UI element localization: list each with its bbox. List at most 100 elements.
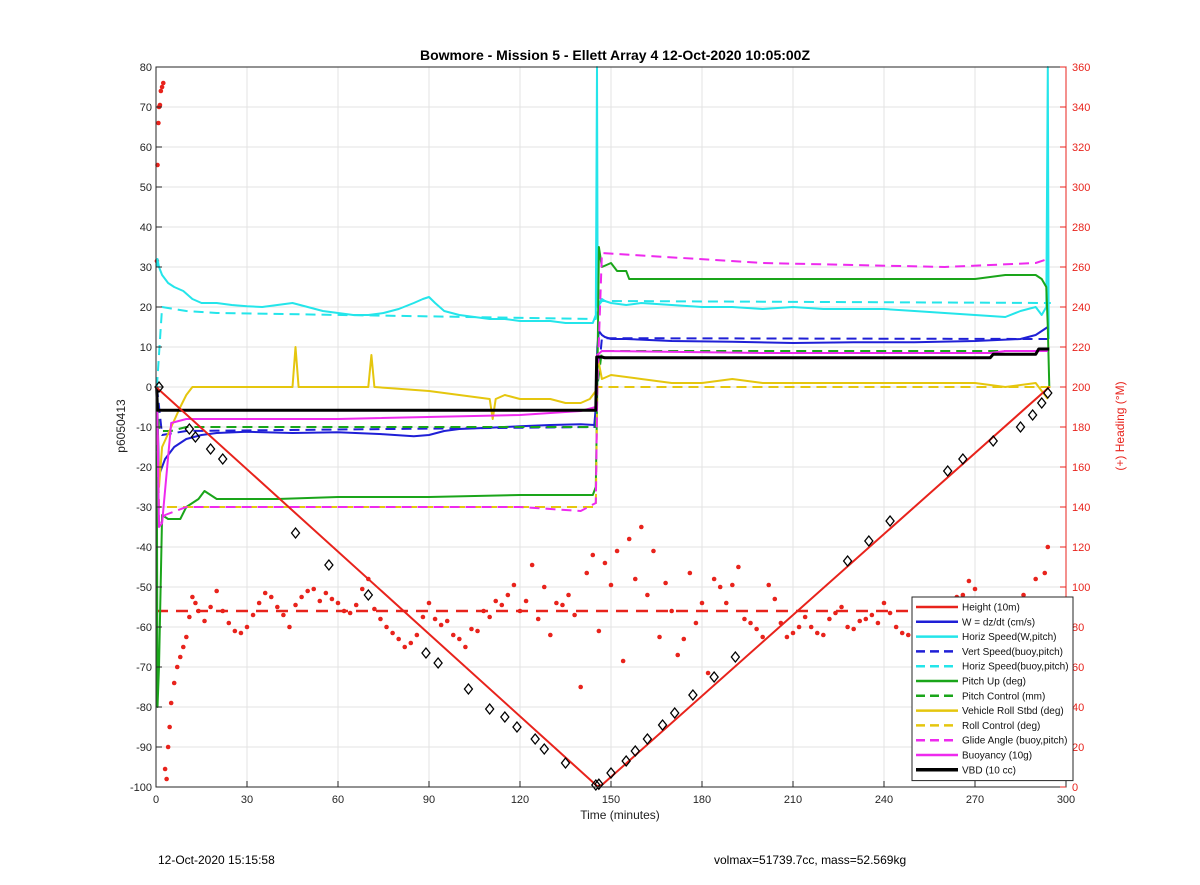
heading-point (651, 548, 656, 554)
heading-point (875, 620, 881, 626)
height-marker (657, 718, 668, 732)
series-line (155, 300, 1051, 388)
legend-label: Height (10m) (962, 603, 1020, 614)
heading-point (821, 632, 826, 638)
height-marker (190, 430, 201, 444)
y2-tick-label: 320 (1072, 142, 1090, 154)
height-marker (885, 514, 895, 528)
heading-point (353, 602, 359, 608)
y2-tick-label: 240 (1072, 302, 1090, 314)
heading-point (444, 618, 450, 624)
height-marker (1036, 396, 1047, 410)
heading-point (893, 624, 899, 630)
heading-point (158, 88, 164, 94)
x-tick-label: 150 (602, 794, 620, 806)
height-marker (463, 682, 474, 696)
heading-point (632, 576, 638, 582)
series-line (155, 252, 1049, 524)
height-marker (500, 710, 510, 724)
height-marker (530, 732, 540, 746)
heading-point (723, 600, 729, 606)
heading-point (341, 608, 347, 614)
heading-point (596, 628, 602, 634)
x-tick-label: 300 (1057, 794, 1075, 806)
y-tick-label: 0 (146, 382, 152, 394)
x-tick-label: 180 (693, 794, 711, 806)
heading-point (414, 632, 420, 638)
heading-point (268, 594, 274, 600)
y-tick-label: 10 (140, 342, 152, 354)
y-tick-label: 60 (140, 142, 152, 154)
height-marker (630, 744, 641, 758)
height-marker (942, 464, 953, 478)
heading-point (887, 610, 893, 616)
x-tick-label: 0 (153, 794, 159, 806)
y-tick-label: 30 (140, 262, 152, 274)
heading-point (572, 612, 577, 618)
heading-point (174, 664, 180, 670)
heading-point (347, 610, 353, 616)
heading-point (626, 536, 632, 542)
heading-point (226, 620, 232, 626)
heading-point (167, 724, 172, 730)
heading-point (669, 608, 674, 614)
heading-point (881, 600, 887, 606)
y2-tick-label: 220 (1072, 342, 1090, 354)
chart-title: Bowmore - Mission 5 - Ellett Array 4 12-… (420, 47, 811, 63)
heading-point (754, 626, 759, 632)
heading-point (160, 80, 166, 86)
heading-point (699, 600, 705, 606)
heading-point (168, 700, 174, 706)
heading-point (663, 580, 668, 586)
legend-label: W = dz/dt (cm/s) (962, 617, 1035, 628)
heading-point (808, 624, 814, 630)
y2-tick-label: 300 (1072, 182, 1090, 194)
heading-point (505, 592, 511, 598)
y2-tick-label: 100 (1072, 582, 1090, 594)
heading-point (1042, 570, 1048, 576)
height-marker (864, 534, 874, 548)
legend-label: Horiz Speed(W,pitch) (962, 632, 1056, 643)
y-tick-label: -60 (136, 622, 152, 634)
legend-box (911, 596, 1074, 782)
heading-point (244, 624, 250, 630)
heading-point (159, 84, 165, 90)
heading-point (177, 654, 183, 660)
y2-tick-label: 360 (1072, 62, 1090, 74)
height-marker (591, 778, 601, 792)
heading-point (814, 630, 820, 636)
height-marker (184, 422, 195, 436)
y2-tick-label: 0 (1072, 782, 1078, 794)
y2-tick-label: 120 (1072, 542, 1090, 554)
legend-label: Buoyancy (10g) (962, 751, 1032, 762)
heading-point (687, 570, 693, 576)
heading-point (602, 560, 608, 566)
heading-point (675, 652, 681, 658)
y2-tick-label: 20 (1072, 742, 1084, 754)
heading-point (517, 608, 523, 614)
legend-label: Vehicle Roll Stbd (deg) (962, 706, 1064, 717)
heading-point (748, 620, 753, 626)
heading-point (335, 600, 341, 606)
heading-point (730, 582, 735, 588)
heading-point (899, 630, 905, 636)
height-marker (606, 766, 616, 780)
heading-point (869, 612, 875, 618)
heading-point (372, 606, 377, 612)
y-tick-label: -90 (136, 742, 152, 754)
y2-tick-label: 340 (1072, 102, 1090, 114)
heading-point (181, 644, 186, 650)
heading-point (481, 608, 486, 614)
heading-point (384, 624, 389, 630)
heading-point (190, 594, 195, 600)
heading-point (772, 596, 778, 602)
heading-point (426, 600, 432, 606)
heading-point (262, 590, 268, 596)
heading-point (184, 634, 189, 640)
heading-point (905, 632, 911, 638)
x-tick-label: 270 (966, 794, 984, 806)
height-marker (669, 706, 680, 720)
x-tick-label: 60 (332, 794, 344, 806)
y2-tick-label: 180 (1072, 422, 1090, 434)
legend-label: Horiz Speed(buoy,pitch) (962, 662, 1069, 673)
